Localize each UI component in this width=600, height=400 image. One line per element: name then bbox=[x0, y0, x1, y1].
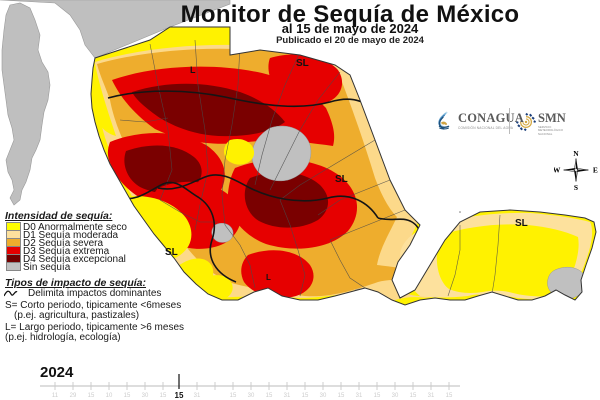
svg-text:N: N bbox=[573, 149, 579, 158]
svg-text:W: W bbox=[554, 166, 561, 175]
svg-text:E: E bbox=[593, 166, 598, 175]
svg-text:S: S bbox=[574, 183, 578, 192]
